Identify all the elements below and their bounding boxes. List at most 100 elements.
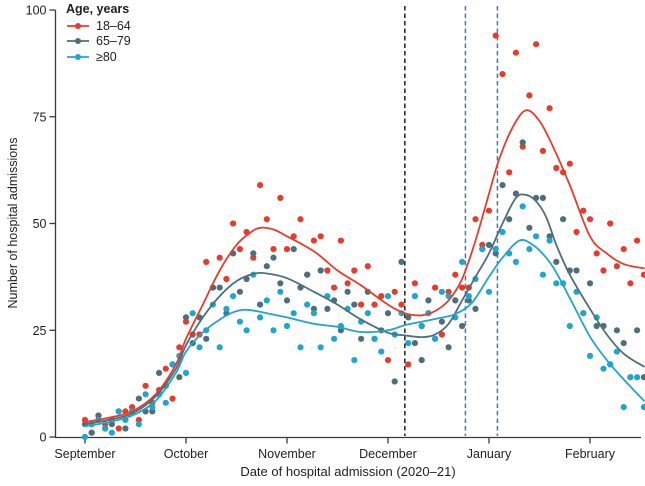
data-point [297, 344, 304, 351]
data-point [203, 335, 210, 342]
data-point [640, 404, 645, 411]
data-point [418, 322, 425, 330]
data-point [566, 322, 573, 330]
data-point [304, 271, 311, 278]
data-point [405, 361, 412, 368]
data-point [176, 344, 183, 351]
data-point [398, 301, 405, 308]
data-point [216, 284, 223, 291]
data-point [351, 301, 358, 308]
trend-line-65-79 [84, 193, 645, 426]
data-point [566, 160, 573, 167]
data-point [573, 267, 580, 274]
trend-line-gte-80 [84, 239, 645, 428]
data-point [546, 233, 553, 240]
data-point [250, 254, 257, 261]
x-tick-label: December [359, 447, 417, 461]
data-point [182, 318, 190, 325]
data-point [607, 220, 614, 227]
legend-title: Age, years [66, 2, 130, 16]
data-point [620, 404, 627, 411]
data-point [182, 314, 190, 321]
data-point [485, 288, 493, 295]
data-point [182, 369, 190, 376]
data-point [438, 331, 445, 338]
data-point [405, 314, 412, 321]
x-tick-label: February [565, 447, 616, 461]
data-point [580, 310, 587, 317]
data-point [634, 237, 641, 244]
data-point [627, 374, 634, 381]
data-point [263, 297, 270, 304]
data-point [512, 258, 520, 265]
data-point [418, 357, 425, 364]
data-point [122, 425, 129, 432]
data-point [149, 408, 156, 415]
data-point [593, 250, 600, 257]
data-point [108, 429, 115, 436]
data-point [586, 352, 594, 359]
axes: 0 25 50 75 100 September October November Decemb… [26, 4, 641, 461]
data-point [398, 258, 405, 265]
y-tick-label: 100 [26, 4, 47, 18]
line-dot-marker-icon [67, 22, 89, 29]
x-tick-label: November [258, 447, 316, 461]
legend: Age, years 18–64 65–79 ≥80 [66, 2, 131, 65]
data-point [432, 335, 439, 342]
x-tick-label: October [164, 447, 208, 461]
data-point [236, 288, 243, 295]
x-tick-label: January [467, 447, 512, 461]
data-point [304, 301, 311, 308]
data-point [613, 263, 621, 270]
data-point [162, 365, 169, 372]
data-point [351, 267, 358, 274]
data-point [88, 429, 95, 436]
data-point [156, 369, 163, 376]
data-point [236, 246, 243, 253]
data-point [115, 425, 122, 432]
y-tick-label: 0 [40, 431, 47, 445]
data-point [176, 374, 183, 381]
data-point [371, 301, 378, 308]
data-point [135, 395, 142, 402]
data-point [620, 246, 627, 253]
data-point [129, 404, 136, 411]
data-point [459, 258, 466, 265]
data-point [317, 233, 324, 240]
legend-label: ≥80 [96, 49, 117, 64]
data-point [364, 263, 371, 270]
data-point [216, 344, 223, 351]
data-point [384, 293, 392, 300]
data-point [277, 288, 284, 295]
data-point [553, 164, 560, 172]
data-point [479, 246, 486, 253]
data-point [411, 340, 418, 347]
data-point [391, 288, 398, 295]
data-point [243, 327, 250, 334]
line-dot-marker-icon [67, 53, 89, 60]
data-point [203, 258, 210, 265]
data-point [283, 246, 291, 253]
data-point [519, 203, 526, 210]
data-point [257, 314, 264, 321]
data-point [378, 348, 385, 355]
data-point [499, 71, 506, 78]
data-point [216, 254, 223, 261]
data-point [270, 254, 277, 261]
data-point [580, 207, 587, 214]
data-point [263, 263, 270, 270]
data-point [250, 250, 257, 257]
data-point [257, 182, 264, 189]
data-point [344, 288, 351, 295]
data-point [492, 32, 499, 39]
data-point [634, 327, 641, 334]
y-tick-label: 25 [33, 324, 47, 338]
data-point [452, 297, 459, 304]
data-point [331, 284, 338, 291]
data-point [283, 297, 291, 304]
data-point [465, 297, 472, 304]
data-point [459, 322, 466, 330]
data-point [620, 340, 627, 347]
y-tick-label: 50 [33, 217, 47, 231]
data-point [411, 293, 418, 300]
